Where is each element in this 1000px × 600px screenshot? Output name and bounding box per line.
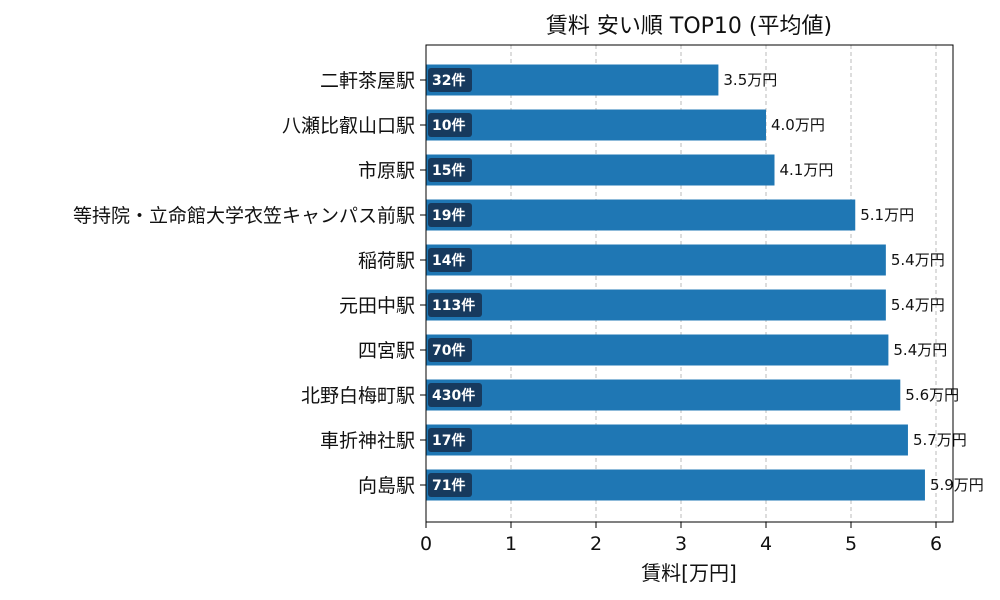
category-label: 市原駅 xyxy=(358,160,415,182)
count-badge xyxy=(428,293,482,317)
x-tick-label: 1 xyxy=(505,533,517,555)
count-badge xyxy=(428,248,472,272)
count-badge xyxy=(428,428,472,452)
count-badge-label: 19件 xyxy=(432,207,465,224)
bar xyxy=(426,289,886,321)
category-label: 稲荷駅 xyxy=(358,250,415,272)
plot-frame xyxy=(425,44,954,523)
bar xyxy=(426,109,766,141)
category-label: 向島駅 xyxy=(358,475,415,497)
x-axis-label: 賃料[万円] xyxy=(641,561,737,585)
bar-value-label: 5.7万円 xyxy=(913,431,967,449)
bar-value-label: 3.5万円 xyxy=(723,71,777,89)
bar xyxy=(426,469,925,501)
bar-value-label: 5.4万円 xyxy=(893,341,947,359)
count-badge-label: 15件 xyxy=(432,162,465,179)
chart-title: 賃料 安い順 TOP10 (平均値) xyxy=(546,14,832,39)
bar xyxy=(426,64,719,96)
x-tick-label: 0 xyxy=(420,533,432,555)
count-badge-label: 113件 xyxy=(432,297,475,314)
bar-value-label: 5.4万円 xyxy=(891,251,945,269)
x-tick-label: 6 xyxy=(930,533,942,555)
category-label: 四宮駅 xyxy=(358,340,415,362)
count-badge xyxy=(428,203,472,227)
category-labels: 二軒茶屋駅八瀬比叡山口駅市原駅等持院・立命館大学衣笠キャンパス前駅稲荷駅元田中駅… xyxy=(73,70,426,497)
count-badge-label: 430件 xyxy=(432,387,475,404)
x-tick-label: 3 xyxy=(675,533,687,555)
count-badge-label: 14件 xyxy=(432,252,465,269)
count-badge-label: 71件 xyxy=(432,477,465,494)
bar-value-label: 5.6万円 xyxy=(905,386,959,404)
count-badge-label: 17件 xyxy=(432,432,465,449)
bar xyxy=(426,154,775,186)
x-axis-ticks: 0 1 2 3 4 5 6 xyxy=(420,522,942,555)
bar xyxy=(426,424,908,456)
count-badge xyxy=(428,113,472,137)
bar xyxy=(426,379,901,411)
category-label: 北野白梅町駅 xyxy=(301,385,415,407)
bar xyxy=(426,334,889,366)
bar xyxy=(426,199,856,231)
category-label: 元田中駅 xyxy=(339,295,415,317)
category-label: 車折神社駅 xyxy=(320,430,415,452)
count-badge-label: 10件 xyxy=(432,117,465,134)
bar xyxy=(426,244,886,276)
bar-value-label: 4.1万円 xyxy=(780,161,834,179)
bar-value-label: 5.9万円 xyxy=(930,476,984,494)
x-tick-label: 2 xyxy=(590,533,602,555)
bars-group: 3.5万円 32件 4.0万円 10件 4.1万円 15件 5.1万円 19件 5.4万円 14件… xyxy=(426,64,984,501)
count-badge xyxy=(428,338,472,362)
category-label: 等持院・立命館大学衣笠キャンパス前駅 xyxy=(73,205,415,227)
count-badge xyxy=(428,383,482,407)
x-tick-label: 4 xyxy=(760,533,772,555)
count-badge-label: 70件 xyxy=(432,342,465,359)
count-badge xyxy=(428,158,472,182)
count-badge-label: 32件 xyxy=(432,72,465,89)
x-tick-label: 5 xyxy=(845,533,857,555)
bar-value-label: 4.0万円 xyxy=(771,116,825,134)
count-badge xyxy=(428,68,472,92)
category-label: 二軒茶屋駅 xyxy=(320,70,415,92)
bar-value-label: 5.1万円 xyxy=(860,206,914,224)
count-badge xyxy=(428,473,472,497)
bar-value-label: 5.4万円 xyxy=(891,296,945,314)
category-label: 八瀬比叡山口駅 xyxy=(282,115,415,137)
